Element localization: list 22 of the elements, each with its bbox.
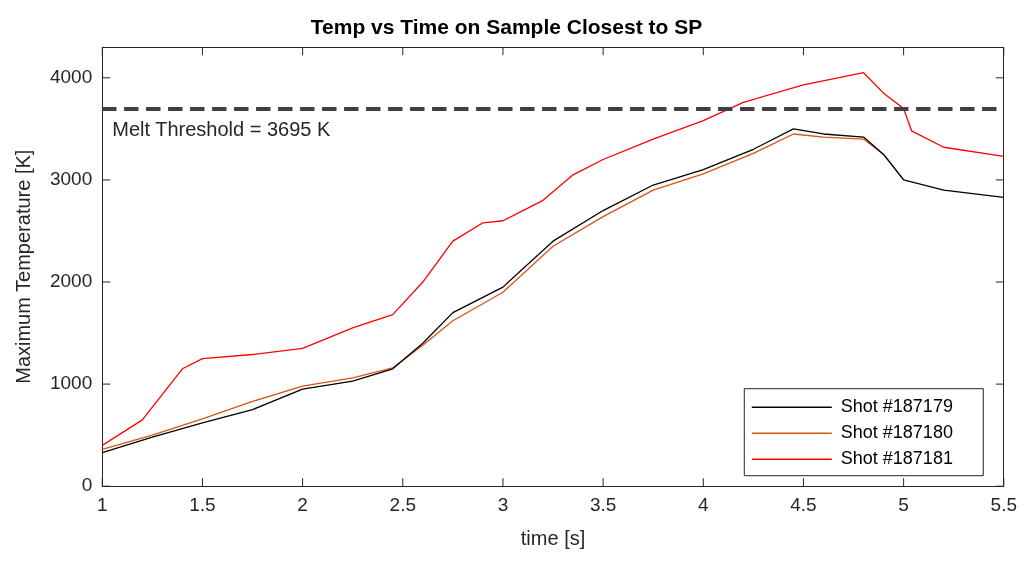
y-tick-label: 0 — [81, 474, 93, 496]
legend-label: Shot #187181 — [840, 448, 953, 469]
y-tick-label: 4000 — [49, 66, 93, 88]
x-tick-label: 1.5 — [189, 493, 216, 515]
y-tick-label: 2000 — [49, 270, 93, 292]
x-tick-label: 1 — [96, 493, 108, 515]
x-tick-label: 5.5 — [990, 493, 1017, 515]
x-tick-label: 5 — [898, 493, 909, 515]
x-tick-label: 4.5 — [790, 493, 817, 515]
x-tick-label: 3.5 — [589, 493, 617, 515]
y-tick-label: 3000 — [49, 168, 93, 190]
legend-label: Shot #187179 — [840, 396, 953, 417]
legend-label: Shot #187180 — [840, 422, 953, 443]
y-axis-title: Maximum Temperature [K] — [11, 149, 34, 384]
ref-line-label: Melt Threshold = 3695 K — [112, 118, 332, 141]
x-axis-title: time [s] — [520, 526, 586, 549]
x-tick-label: 2 — [297, 493, 308, 515]
y-tick-label: 1000 — [49, 372, 93, 394]
x-tick-label: 2.5 — [389, 493, 416, 515]
x-tick-label: 4 — [698, 493, 709, 515]
chart-title: Temp vs Time on Sample Closest to SP — [310, 15, 703, 39]
x-tick-label: 3 — [497, 493, 509, 515]
